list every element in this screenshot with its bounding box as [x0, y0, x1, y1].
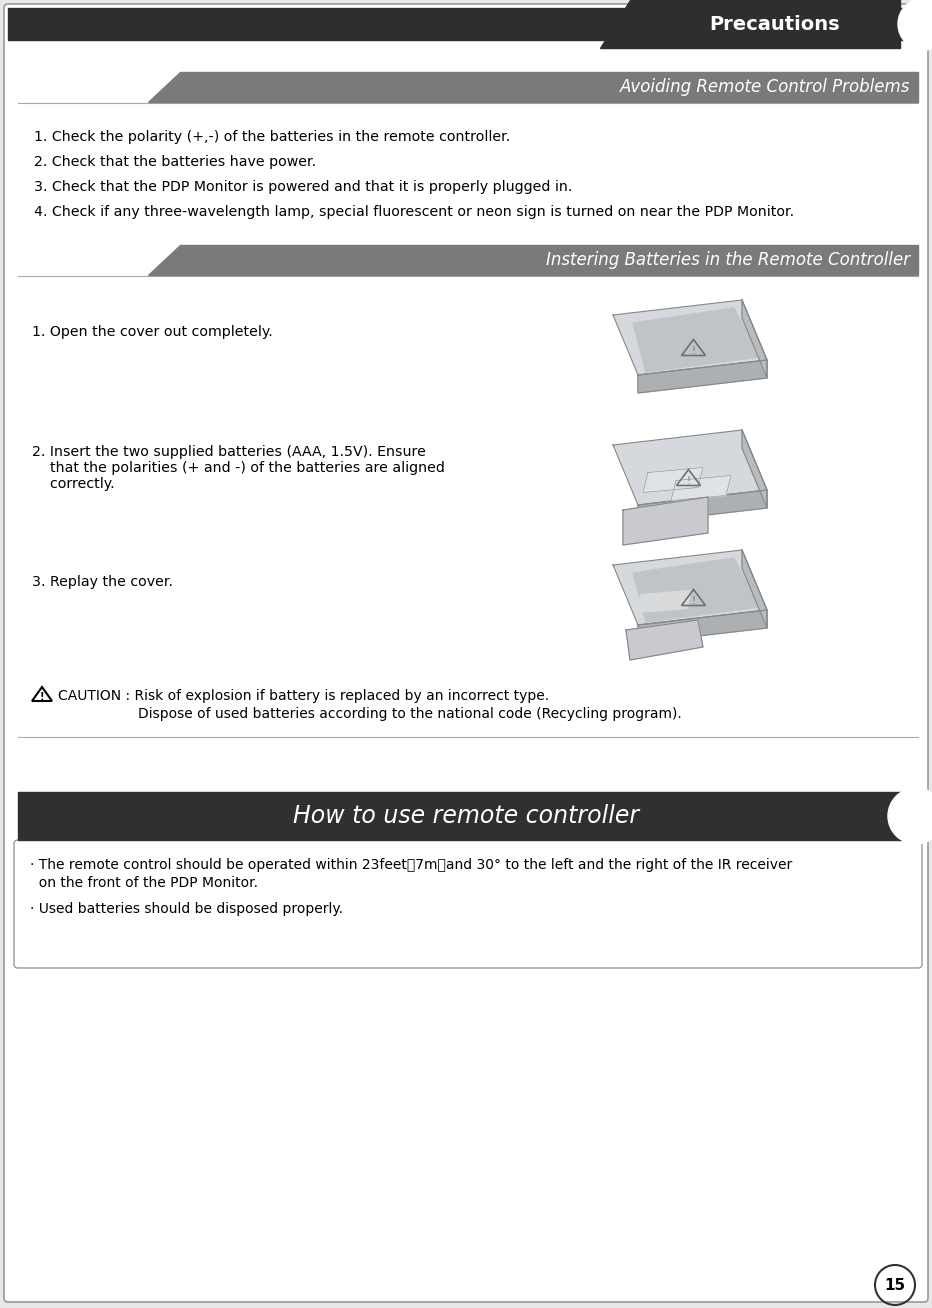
Text: Instering Batteries in the Remote Controller: Instering Batteries in the Remote Contro…: [546, 251, 910, 269]
Polygon shape: [613, 549, 767, 625]
Text: 1. Check the polarity (+,-) of the batteries in the remote controller.: 1. Check the polarity (+,-) of the batte…: [34, 129, 510, 144]
Polygon shape: [148, 72, 918, 102]
Text: Dispose of used batteries according to the national code (Recycling program).: Dispose of used batteries according to t…: [138, 708, 681, 721]
Text: 3. Replay the cover.: 3. Replay the cover.: [32, 576, 173, 589]
Polygon shape: [626, 620, 703, 661]
Text: !: !: [687, 476, 691, 485]
Text: on the front of the PDP Monitor.: on the front of the PDP Monitor.: [30, 876, 258, 889]
Text: Avoiding Remote Control Problems: Avoiding Remote Control Problems: [620, 78, 910, 95]
Polygon shape: [18, 793, 918, 840]
Polygon shape: [623, 497, 708, 545]
Text: 3. Check that the PDP Monitor is powered and that it is properly plugged in.: 3. Check that the PDP Monitor is powered…: [34, 181, 572, 194]
Polygon shape: [742, 549, 767, 628]
Polygon shape: [671, 476, 731, 501]
Text: · The remote control should be operated within 23feet（7m）and 30° to the left and: · The remote control should be operated …: [30, 858, 792, 872]
Text: 2. Check that the batteries have power.: 2. Check that the batteries have power.: [34, 156, 316, 169]
Polygon shape: [638, 610, 767, 644]
Polygon shape: [8, 8, 924, 41]
Text: 4. Check if any three-wavelength lamp, special fluorescent or neon sign is turne: 4. Check if any three-wavelength lamp, s…: [34, 205, 794, 218]
Polygon shape: [643, 467, 703, 493]
Polygon shape: [148, 245, 918, 275]
Polygon shape: [633, 559, 759, 623]
Text: 1. Open the cover out completely.: 1. Open the cover out completely.: [32, 324, 273, 339]
Text: CAUTION : Risk of explosion if battery is replaced by an incorrect type.: CAUTION : Risk of explosion if battery i…: [58, 689, 549, 702]
Polygon shape: [600, 0, 900, 48]
Text: How to use remote controller: How to use remote controller: [293, 804, 639, 828]
Polygon shape: [742, 300, 767, 378]
Circle shape: [888, 787, 932, 844]
Polygon shape: [613, 300, 767, 375]
Polygon shape: [638, 360, 767, 392]
Text: !: !: [692, 595, 695, 606]
Text: Precautions: Precautions: [709, 14, 841, 34]
Text: 2. Insert the two supplied batteries (AAA, 1.5V). Ensure
    that the polarities: 2. Insert the two supplied batteries (AA…: [32, 445, 445, 492]
Text: !: !: [40, 692, 44, 702]
FancyBboxPatch shape: [14, 840, 922, 968]
Text: 15: 15: [884, 1278, 906, 1292]
Polygon shape: [633, 307, 759, 371]
FancyBboxPatch shape: [4, 4, 928, 1301]
Polygon shape: [742, 430, 767, 508]
Text: · Used batteries should be disposed properly.: · Used batteries should be disposed prop…: [30, 903, 343, 916]
Polygon shape: [638, 490, 767, 523]
Polygon shape: [613, 430, 767, 505]
Circle shape: [898, 0, 932, 50]
Text: !: !: [692, 345, 695, 356]
Polygon shape: [637, 590, 691, 612]
